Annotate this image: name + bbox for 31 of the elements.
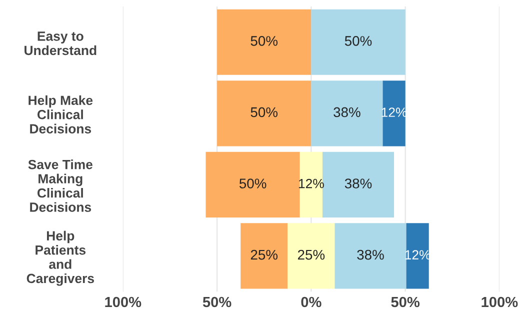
data-label: 50%: [250, 107, 278, 118]
x-tick-label: 100%: [105, 296, 142, 308]
y-tick-label: Easy to Understand: [24, 32, 96, 56]
x-tick-label: 100%: [482, 296, 518, 308]
data-label: 12%: [298, 178, 324, 188]
x-tick-label: 50%: [202, 296, 232, 308]
bar: [217, 80, 312, 146]
bar: [300, 152, 322, 218]
y-tick-label: Help Make Clinical Decisions: [28, 95, 93, 134]
y-tick-label: Save Time Making Clinical Decisions: [28, 160, 92, 212]
data-label: 50%: [239, 178, 266, 188]
bar: [288, 223, 335, 289]
data-label: 50%: [250, 36, 278, 46]
bar: [311, 80, 383, 146]
data-label: 25%: [298, 250, 325, 260]
data-label: 25%: [250, 250, 278, 260]
bar: [322, 152, 394, 218]
data-label: 50%: [344, 36, 372, 46]
bar: [206, 152, 300, 218]
bar: [382, 80, 406, 146]
data-label: 38%: [344, 178, 372, 188]
bar: [334, 223, 406, 289]
bar: [406, 223, 429, 289]
data-label: 38%: [357, 250, 384, 260]
x-tick-label: 0%: [301, 296, 322, 308]
data-label: 38%: [334, 107, 360, 118]
bar: [311, 9, 406, 75]
bar: [217, 9, 312, 75]
y-tick-label: Help Patients and Caregivers: [26, 230, 94, 286]
bar: [240, 223, 288, 289]
x-tick-label: 50%: [391, 296, 420, 308]
